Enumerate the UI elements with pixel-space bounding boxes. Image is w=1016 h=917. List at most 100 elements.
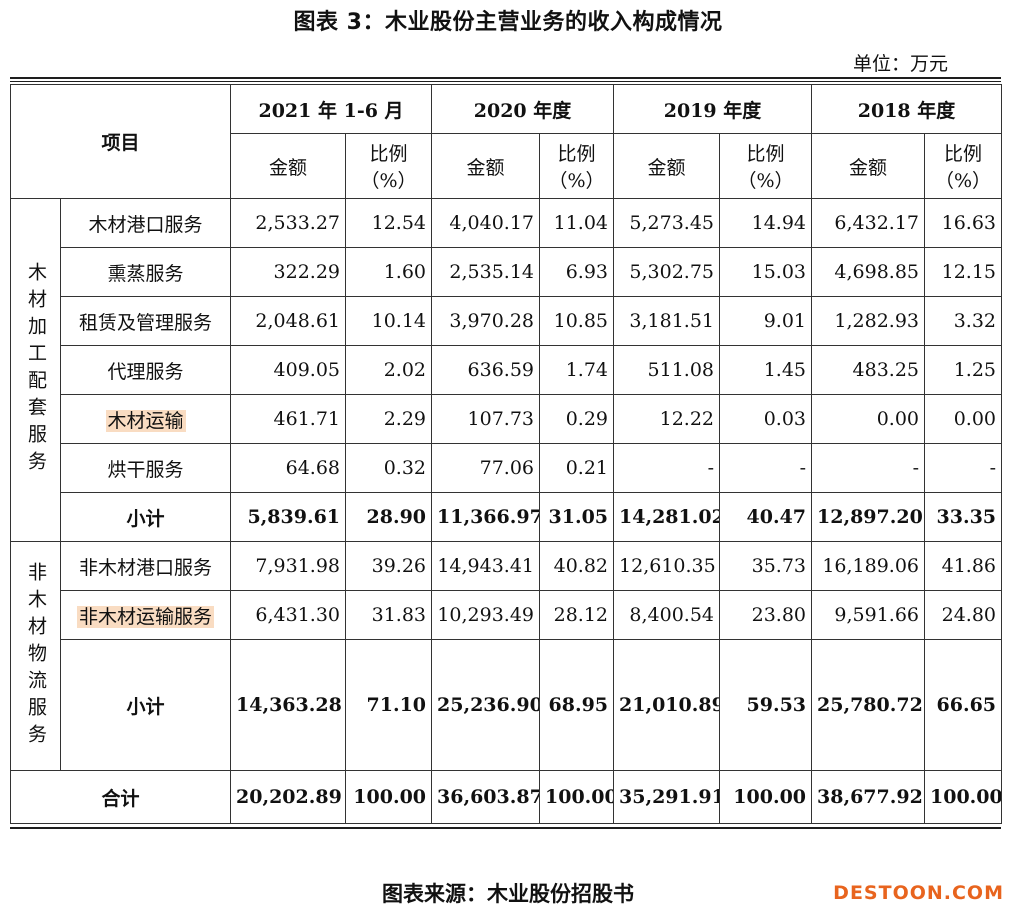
page-title: 图表 3：木业股份主营业务的收入构成情况: [293, 10, 723, 35]
row-name: 租赁及管理服务: [59, 296, 232, 346]
cell-value: 33.35: [924, 492, 1003, 542]
cell-value: 16.63: [924, 198, 1003, 248]
row-name: 小计: [59, 639, 232, 771]
group-label-text: 木材加工配套服务: [25, 262, 47, 478]
ratio-label: 比例: [746, 143, 785, 165]
cell-value: 5,302.75: [613, 247, 721, 297]
row-name-highlighted: 非木材运输服务: [59, 590, 232, 640]
cell-value: 12.54: [345, 198, 433, 248]
cell-value: 1,282.93: [811, 296, 926, 346]
cell-value: 2.02: [345, 345, 433, 395]
cell-value: 3.32: [924, 296, 1003, 346]
cell-value: 35,291.91: [613, 770, 721, 824]
cell-value: 0.29: [539, 394, 615, 444]
cell-value: 14,363.28: [230, 639, 347, 771]
watermark-logo: DESTOON.COM: [833, 882, 1004, 904]
top-rule: [10, 77, 1001, 79]
header-item: 项目: [9, 84, 232, 199]
cell-value: 36,603.87: [431, 770, 541, 824]
row-name-highlighted: 木材运输: [59, 394, 232, 444]
cell-value: -: [613, 443, 721, 493]
cell-value: 6,432.17: [811, 198, 926, 248]
cell-value: 21,010.89: [613, 639, 721, 771]
highlighted-name: 非木材运输服务: [77, 605, 215, 628]
cell-value: 10.85: [539, 296, 615, 346]
cell-value: -: [811, 443, 926, 493]
cell-value: 15.03: [719, 247, 813, 297]
header-amount: 金额: [811, 133, 926, 199]
cell-value: 107.73: [431, 394, 541, 444]
cell-value: 31.83: [345, 590, 433, 640]
cell-value: 1.74: [539, 345, 615, 395]
cell-value: 11,366.97: [431, 492, 541, 542]
cell-value: -: [719, 443, 813, 493]
header-amount: 金额: [613, 133, 721, 199]
cell-value: 5,273.45: [613, 198, 721, 248]
cell-value: 1.60: [345, 247, 433, 297]
cell-value: 2,533.27: [230, 198, 347, 248]
table-row: 木材运输 461.71 2.29 107.73 0.29 12.22 0.03 …: [11, 394, 1003, 444]
row-name: 烘干服务: [59, 443, 232, 493]
header-period: 2019 年度: [613, 84, 813, 134]
cell-value: 10,293.49: [431, 590, 541, 640]
cell-value: 7,931.98: [230, 541, 347, 591]
cell-value: 41.86: [924, 541, 1003, 591]
cell-value: 100.00: [719, 770, 813, 824]
bottom-rule: [10, 827, 1001, 829]
cell-value: 5,839.61: [230, 492, 347, 542]
cell-value: 68.95: [539, 639, 615, 771]
cell-value: 6,431.30: [230, 590, 347, 640]
cell-value: 40.47: [719, 492, 813, 542]
cell-value: 31.05: [539, 492, 615, 542]
ratio-unit: （%）: [360, 170, 417, 192]
row-name: 合计: [9, 770, 232, 824]
ratio-label: 比例: [557, 143, 596, 165]
cell-value: 14.94: [719, 198, 813, 248]
cell-value: 9,591.66: [811, 590, 926, 640]
subtotal-row: 小计 5,839.61 28.90 11,366.97 31.05 14,281…: [11, 492, 1003, 542]
row-name: 小计: [59, 492, 232, 542]
cell-value: 1.25: [924, 345, 1003, 395]
total-row: 合计 20,202.89 100.00 36,603.87 100.00 35,…: [9, 770, 1003, 824]
row-name: 非木材港口服务: [59, 541, 232, 591]
cell-value: 409.05: [230, 345, 347, 395]
cell-value: 4,040.17: [431, 198, 541, 248]
cell-value: 28.12: [539, 590, 615, 640]
header-row-metrics: 金额 比例 （%） 金额 比例 （%） 金额 比例 （%） 金额 比例 （%）: [11, 133, 1003, 199]
cell-value: 64.68: [230, 443, 347, 493]
cell-value: 2,048.61: [230, 296, 347, 346]
header-period: 2018 年度: [811, 84, 1003, 134]
table-row: 木材加工配套服务 木材港口服务 2,533.27 12.54 4,040.17 …: [10, 198, 1003, 542]
cell-value: 0.21: [539, 443, 615, 493]
ratio-unit: （%）: [548, 170, 605, 192]
cell-value: 4,698.85: [811, 247, 926, 297]
cell-value: 12.22: [613, 394, 721, 444]
top-rule-thin: [10, 81, 1001, 82]
cell-value: 39.26: [345, 541, 433, 591]
header-ratio: 比例 （%）: [345, 133, 433, 199]
subtotal-row: 小计 14,363.28 71.10 25,236.90 68.95 21,01…: [11, 639, 1003, 771]
cell-value: 20,202.89: [230, 770, 347, 824]
cell-value: 16,189.06: [811, 541, 926, 591]
cell-value: 3,181.51: [613, 296, 721, 346]
ratio-label: 比例: [944, 143, 983, 165]
cell-value: 35.73: [719, 541, 813, 591]
ratio-label: 比例: [369, 143, 408, 165]
cell-value: 23.80: [719, 590, 813, 640]
cell-value: 40.82: [539, 541, 615, 591]
table-row: 烘干服务 64.68 0.32 77.06 0.21 - - - -: [11, 443, 1003, 493]
cell-value: 14,281.02: [613, 492, 721, 542]
table-row: 非木材物流服务 非木材港口服务 7,931.98 39.26 14,943.41…: [10, 541, 1003, 771]
cell-value: 25,780.72: [811, 639, 926, 771]
cell-value: 0.03: [719, 394, 813, 444]
cell-value: 322.29: [230, 247, 347, 297]
unit-label: 单位：万元: [852, 53, 948, 75]
cell-value: 24.80: [924, 590, 1003, 640]
cell-value: 14,943.41: [431, 541, 541, 591]
header-row-periods: 项目 2021 年 1-6 月 2020 年度 2019 年度 2018 年度: [9, 84, 1003, 199]
cell-value: 8,400.54: [613, 590, 721, 640]
cell-value: 1.45: [719, 345, 813, 395]
cell-value: 483.25: [811, 345, 926, 395]
header-amount: 金额: [431, 133, 541, 199]
cell-value: 77.06: [431, 443, 541, 493]
